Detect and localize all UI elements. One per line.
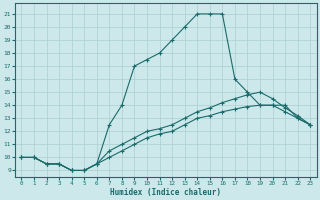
X-axis label: Humidex (Indice chaleur): Humidex (Indice chaleur) xyxy=(110,188,221,197)
